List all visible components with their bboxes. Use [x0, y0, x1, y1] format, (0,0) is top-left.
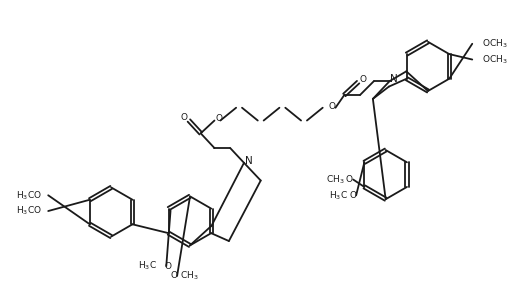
- Text: O: O: [216, 114, 223, 123]
- Text: OCH$_3$: OCH$_3$: [482, 37, 508, 50]
- Text: O: O: [360, 75, 366, 84]
- Text: O: O: [180, 113, 188, 122]
- Text: H$_3$CO: H$_3$CO: [16, 205, 42, 217]
- Text: H$_3$C: H$_3$C: [138, 260, 157, 272]
- Text: N: N: [390, 74, 398, 84]
- Text: H$_3$CO: H$_3$CO: [16, 189, 42, 202]
- Text: CH$_3$: CH$_3$: [326, 173, 344, 186]
- Text: O: O: [349, 191, 356, 200]
- Text: O: O: [165, 262, 171, 271]
- Text: H$_3$C: H$_3$C: [330, 189, 349, 202]
- Text: O: O: [170, 271, 177, 281]
- Text: OCH$_3$: OCH$_3$: [482, 53, 508, 66]
- Text: O: O: [345, 175, 352, 184]
- Text: CH$_3$: CH$_3$: [180, 270, 199, 282]
- Text: O: O: [328, 102, 335, 111]
- Text: N: N: [245, 156, 253, 166]
